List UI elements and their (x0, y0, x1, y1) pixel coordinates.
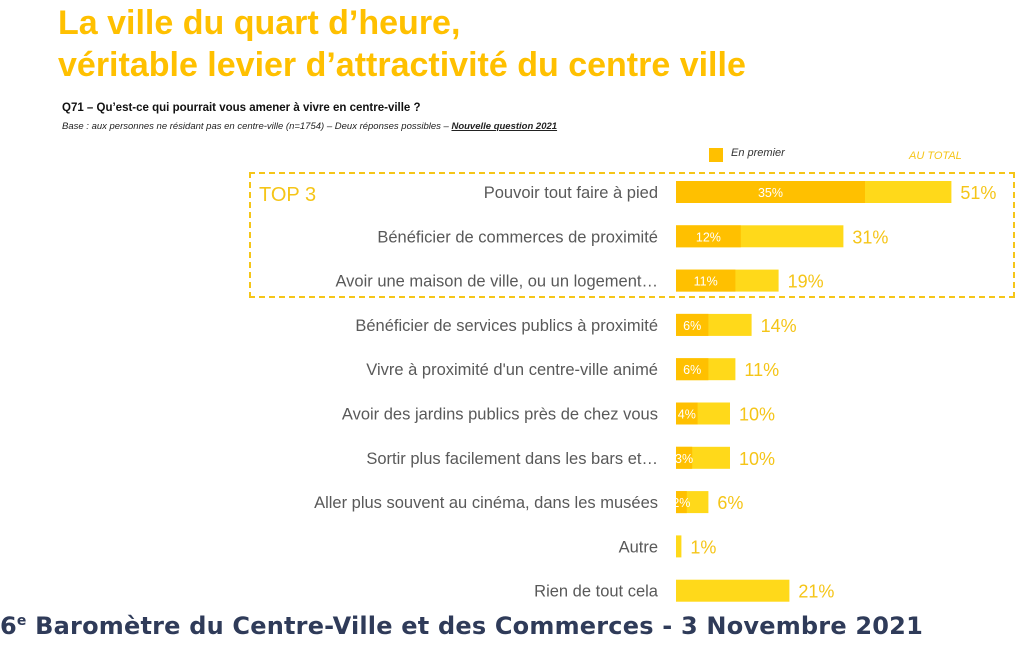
legend-label-total: AU TOTAL (909, 150, 962, 162)
data-label-total: 10% (739, 405, 775, 425)
category-label: Sortir plus facilement dans les bars et… (366, 450, 658, 468)
data-label-total: 51% (960, 183, 996, 203)
data-label-first: 4% (678, 408, 696, 422)
data-label-first: 2% (672, 496, 690, 510)
legend-label-first: En premier (731, 147, 785, 159)
data-label-total: 6% (717, 493, 743, 513)
page-title: La ville du quart d’heure, véritable lev… (58, 2, 746, 86)
bar-first (676, 313, 709, 336)
footer-ordinal-suffix: e (16, 613, 27, 629)
category-label: Aller plus souvent au cinéma, dans les m… (314, 494, 658, 512)
data-label-first: 11% (694, 275, 718, 289)
bar-first (676, 269, 736, 292)
base-note: Nouvelle question 2021 (451, 121, 558, 132)
category-label: Avoir des jardins publics près de chez v… (342, 406, 658, 424)
data-label-total: 14% (761, 316, 797, 336)
data-label-first: 35% (758, 186, 783, 200)
base-text: Base : aux personnes ne résidant pas en … (62, 121, 557, 132)
bar-first (676, 491, 687, 514)
bar-first (676, 225, 741, 248)
data-label-total: 21% (798, 582, 834, 602)
bar-first (676, 402, 698, 425)
bar-total (676, 535, 682, 558)
category-label: Avoir une maison de ville, ou un logemen… (335, 273, 658, 291)
footer-title: 6e Baromètre du Centre-Ville et des Comm… (0, 612, 923, 640)
data-label-total: 31% (852, 227, 888, 247)
category-label: Bénéficier de services publics à proximi… (355, 317, 658, 335)
category-label: Vivre à proximité d'un centre-ville anim… (366, 361, 658, 379)
data-label-total: 1% (690, 537, 716, 557)
data-label-first: 6% (683, 363, 701, 377)
category-label: Autre (619, 538, 658, 556)
footer-text: Baromètre du Centre-Ville et des Commerc… (26, 612, 923, 640)
data-label-total: 19% (788, 272, 824, 292)
category-label: Rien de tout cela (534, 583, 659, 601)
category-label: Pouvoir tout faire à pied (484, 184, 658, 202)
data-label-total: 11% (744, 360, 779, 380)
data-label-total: 10% (739, 449, 775, 469)
data-label-first: 12% (696, 230, 721, 244)
footer-ordinal: 6 (0, 612, 17, 640)
question-text: Q71 – Qu’est-ce qui pourrait vous amener… (62, 102, 421, 114)
category-label: Bénéficier de commerces de proximité (377, 228, 658, 246)
title-line-1: La ville du quart d’heure, (58, 4, 461, 42)
bar-first (676, 181, 865, 203)
bar-first (676, 446, 693, 469)
bar-total (676, 579, 790, 602)
data-label-first: 3% (675, 452, 693, 466)
data-label-first: 6% (683, 319, 701, 333)
top3-label: TOP 3 (259, 184, 317, 206)
top3-highlight-box (249, 172, 1015, 298)
bar-first (676, 358, 709, 381)
bar-chart: Pouvoir tout faire à pied 35% 51% Bénéficie… (314, 181, 996, 602)
legend-swatch-first (709, 148, 723, 162)
base-description: Base : aux personnes ne résidant pas en … (62, 121, 449, 132)
title-line-2: véritable levier d’attractivité du centr… (58, 46, 746, 84)
